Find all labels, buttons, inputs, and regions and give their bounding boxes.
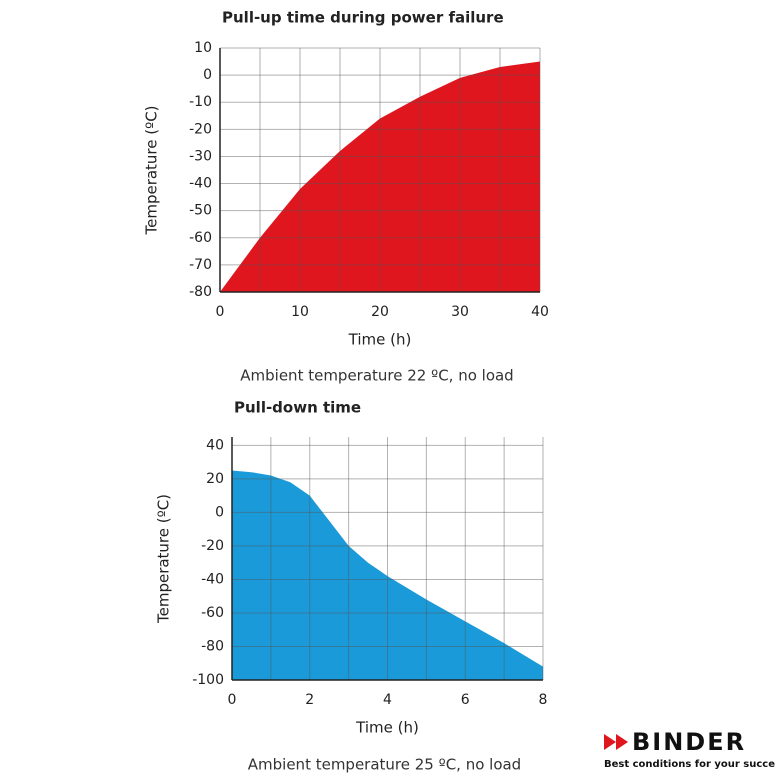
x-tick-label: 10: [291, 304, 309, 320]
logo-name: BINDER: [632, 728, 746, 756]
y-tick-label: -100: [192, 672, 224, 688]
x-tick-label: 6: [461, 692, 470, 708]
y-tick-label: -70: [189, 257, 212, 273]
y-tick-label: 0: [215, 504, 224, 520]
y-tick-label: -20: [201, 538, 224, 554]
y-tick-label: -80: [189, 284, 212, 300]
y-tick-label: -60: [189, 230, 212, 246]
chart-title: Pull-up time during power failure: [222, 9, 504, 27]
x-tick-label: 0: [216, 304, 225, 320]
y-axis-title: Temperature (ºC): [155, 494, 173, 624]
x-tick-label: 4: [383, 692, 392, 708]
x-tick-label: 0: [228, 692, 237, 708]
area: [220, 61, 540, 292]
y-tick-label: -30: [189, 148, 212, 164]
x-axis-title: Time (h): [355, 719, 419, 737]
y-tick-label: 10: [194, 40, 212, 56]
y-tick-label: 40: [206, 437, 224, 453]
chart-title: Pull-down time: [234, 399, 361, 417]
logo-tagline: Best conditions for your success: [604, 759, 775, 770]
x-axis-title: Time (h): [348, 331, 412, 349]
area: [232, 470, 543, 680]
x-tick-label: 2: [305, 692, 314, 708]
x-tick-label: 40: [531, 304, 549, 320]
y-tick-label: -80: [201, 638, 224, 654]
logo-mark: [604, 734, 628, 750]
y-tick-label: -40: [201, 571, 224, 587]
y-tick-label: -50: [189, 203, 212, 219]
y-tick-label: 20: [206, 471, 224, 487]
y-tick-label: -20: [189, 121, 212, 137]
y-axis-title: Temperature (ºC): [143, 105, 161, 235]
caption: Ambient temperature 25 ºC, no load: [248, 756, 521, 774]
x-tick-label: 8: [539, 692, 548, 708]
y-tick-label: 0: [203, 67, 212, 83]
x-tick-label: 30: [451, 304, 469, 320]
x-tick-label: 20: [371, 304, 389, 320]
y-tick-label: -40: [189, 176, 212, 192]
y-tick-label: -60: [201, 605, 224, 621]
y-tick-label: -10: [189, 94, 212, 110]
caption: Ambient temperature 22 ºC, no load: [240, 367, 513, 385]
